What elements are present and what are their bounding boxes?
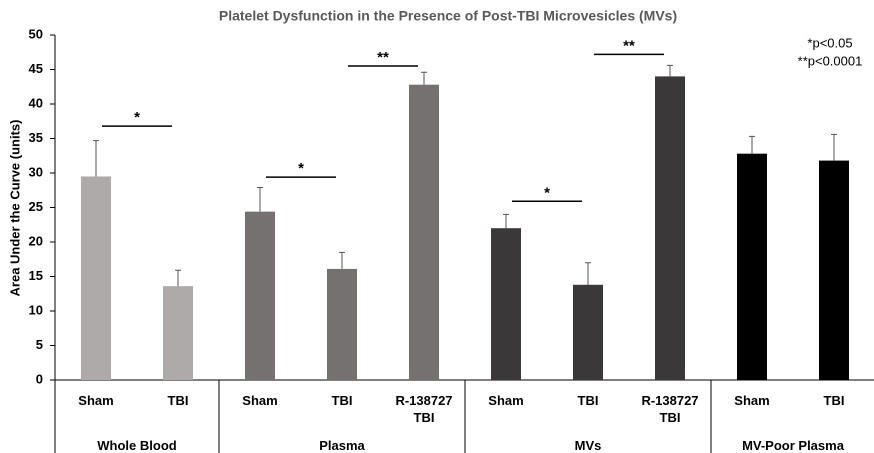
y-tick-label: 35 (29, 130, 43, 145)
y-tick-label: 30 (29, 164, 43, 179)
x-tick-label: TBI (577, 393, 599, 408)
error-bar (93, 140, 99, 177)
y-tick-label: 15 (29, 268, 43, 283)
significance-label: * (298, 160, 304, 177)
bar (819, 160, 849, 380)
group-label: MV-Poor Plasma (742, 438, 844, 453)
y-tick-label: 10 (29, 302, 43, 317)
x-tick-label: R-138727 TBI (395, 393, 453, 425)
bar (491, 228, 521, 380)
group-label: Plasma (319, 438, 365, 453)
chart-title: Platelet Dysfunction in the Presence of … (219, 8, 677, 24)
y-tick-label: 45 (29, 61, 43, 76)
x-tick-label: TBI (331, 393, 353, 408)
x-tick-label: TBI (823, 393, 845, 408)
error-bar (831, 133, 837, 161)
error-bar (257, 186, 263, 212)
bar (81, 176, 111, 380)
error-bar (585, 262, 591, 285)
error-bar (175, 269, 181, 287)
significance-label: * (544, 184, 550, 201)
note: *p<0.05 (807, 35, 852, 50)
bar (327, 268, 357, 380)
significance-label: ** (377, 49, 389, 66)
x-tick-label: Sham (78, 393, 114, 408)
significance-label: * (134, 109, 140, 126)
bar (409, 84, 439, 381)
bar (573, 284, 603, 380)
y-tick-label: 40 (29, 95, 43, 110)
y-tick-label: 25 (29, 199, 43, 214)
error-bar (421, 71, 427, 85)
error-bar (667, 64, 673, 77)
y-tick-label: 50 (29, 26, 43, 41)
y-tick-label: 5 (36, 337, 43, 352)
x-tick-label: Sham (488, 393, 524, 408)
x-tick-label: TBI (167, 393, 189, 408)
bar (163, 286, 193, 380)
error-bar (339, 251, 345, 269)
y-axis-title: Area Under the Curve (units) (7, 120, 22, 297)
error-bar (503, 213, 509, 229)
note: **p<0.0001 (798, 53, 863, 68)
y-tick-label: 0 (36, 371, 43, 386)
group-label: Whole Blood (97, 438, 177, 453)
x-tick-label: Sham (242, 393, 278, 408)
group-label: MVs (574, 438, 602, 453)
bar (737, 153, 767, 380)
error-bar (749, 135, 755, 154)
y-tick-label: 20 (29, 233, 43, 248)
bar (245, 211, 275, 380)
x-tick-label: R-138727 TBI (641, 393, 699, 425)
bar (655, 76, 685, 381)
significance-label: ** (623, 37, 635, 54)
x-tick-label: Sham (734, 393, 770, 408)
